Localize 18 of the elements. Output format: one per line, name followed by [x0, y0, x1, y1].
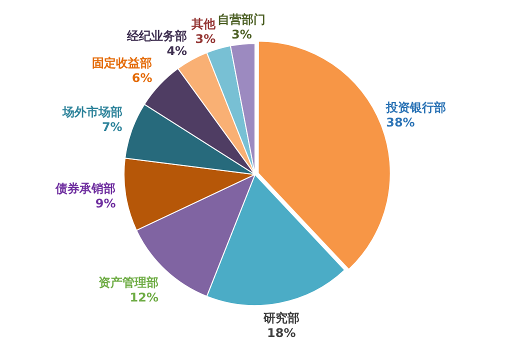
slice-label: 固定收益部: [92, 56, 152, 70]
slice-label: 自营部门: [218, 12, 266, 26]
data-label: 3%: [195, 32, 216, 46]
data-label: 12%: [130, 290, 158, 304]
data-label: 38%: [386, 116, 415, 130]
slice-label: 其他: [190, 17, 217, 32]
data-label: 4%: [166, 44, 188, 58]
slice-label: 投资银行部: [385, 100, 446, 115]
data-label: 6%: [132, 71, 152, 86]
slice-label: 经纪业务部: [126, 29, 188, 44]
slice-label: 资产管理部: [98, 275, 158, 290]
data-label: 3%: [232, 27, 252, 42]
slice-label: 场外市场部: [61, 104, 122, 119]
slice-label: 研究部: [262, 311, 300, 326]
slice-label: 债券承销部: [54, 182, 116, 196]
data-label: 7%: [102, 120, 122, 134]
data-label: 9%: [95, 196, 116, 211]
data-label: 18%: [267, 326, 296, 340]
